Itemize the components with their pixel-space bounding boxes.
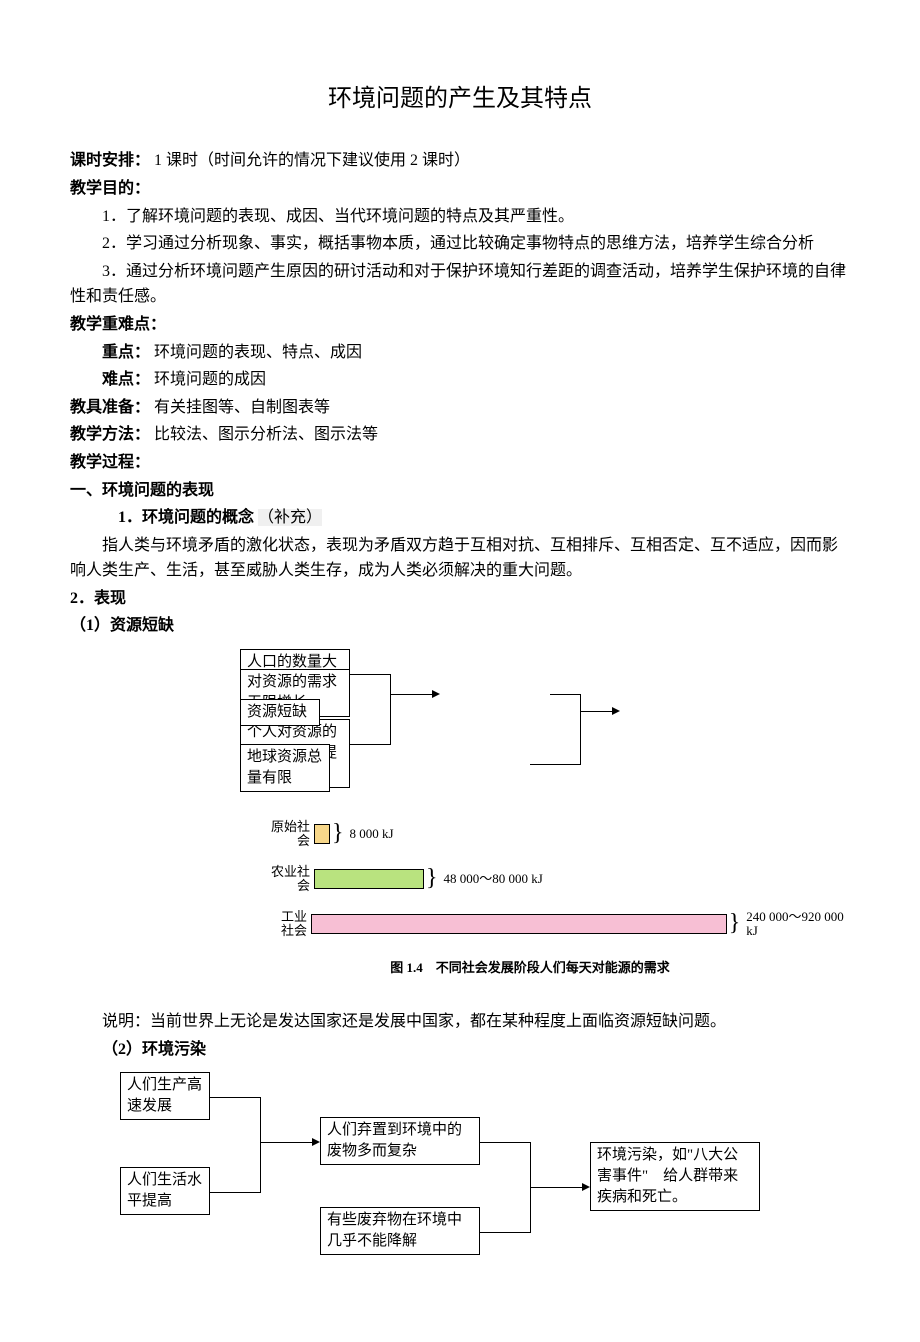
flow1-line <box>580 711 612 712</box>
bracket-icon: } <box>729 914 741 933</box>
flow1-line <box>390 674 391 745</box>
energy-row-0: 原始社会 } 8 000 kJ <box>270 819 394 849</box>
sec1-1-note: （补充） <box>258 509 322 526</box>
flow2-line <box>210 1192 260 1193</box>
flow2-box-e: 环境污染，如"八大公害事件" 给人群带来疾病和死亡。 <box>590 1142 760 1211</box>
flow2-line <box>260 1097 261 1193</box>
arrow-right-icon <box>312 1138 320 1146</box>
flow1-box-d: 地球资源总量有限 <box>240 744 330 792</box>
energy-label-1: 农业社会 <box>270 865 310 894</box>
flow2-line <box>210 1097 260 1098</box>
flow2-box-d: 有些废弃物在环境中几乎不能降解 <box>320 1207 480 1255</box>
flow2-box-a: 人们生产高速发展 <box>120 1072 210 1120</box>
methods-line: 教学方法： 比较法、图示分析法、图示法等 <box>70 422 850 448</box>
tools-text: 有关挂图等、自制图表等 <box>154 399 330 416</box>
sec1-1-text: 指人类与环境矛盾的激化状态，表现为矛盾双方趋于互相对抗、互相排斥、互相否定、互不… <box>70 533 850 584</box>
energy-chart-caption: 图 1.4 不同社会发展阶段人们每天对能源的需求 <box>270 958 790 979</box>
arrow-right-icon <box>612 707 620 715</box>
flow1-line <box>580 694 581 765</box>
arrow-right-icon <box>582 1183 590 1191</box>
hard-label: 难点： <box>102 371 150 388</box>
key-point-line: 重点： 环境问题的表现、特点、成因 <box>70 340 850 366</box>
sec2-1-note: 说明：当前世界上无论是发达国家还是发展中国家，都在某种程度上面临资源短缺问题。 <box>70 1009 850 1035</box>
flow2-box-c: 人们弃置到环境中的废物多而复杂 <box>320 1117 480 1165</box>
flow2-line <box>480 1232 530 1233</box>
flowchart-resource-shortage: 人口的数量大幅度增长 个人对资源的需求大幅度提高 对资源的需求无限增长 地球资源… <box>240 649 800 809</box>
flow1-line <box>350 674 390 675</box>
purpose-item-3: 3．通过分析环境问题产生原因的研讨活动和对于保护环境知行差距的调查活动，培养学生… <box>70 259 850 310</box>
flow1-line <box>350 744 390 745</box>
methods-label: 教学方法： <box>70 426 150 443</box>
energy-label-0: 原始社会 <box>270 820 310 849</box>
bracket-icon: } <box>332 824 344 843</box>
tools-line: 教具准备： 有关挂图等、自制图表等 <box>70 395 850 421</box>
flow1-line <box>530 764 580 765</box>
key-text: 环境问题的表现、特点、成因 <box>154 344 362 361</box>
flow2-line <box>260 1142 312 1143</box>
purpose-label: 教学目的： <box>70 176 850 202</box>
purpose-item-1: 1．了解环境问题的表现、成因、当代环境问题的特点及其严重性。 <box>70 204 850 230</box>
page-title: 环境问题的产生及其特点 <box>70 80 850 118</box>
process-label: 教学过程： <box>70 450 850 476</box>
energy-bar-2 <box>311 914 727 934</box>
key-label: 重点： <box>102 344 150 361</box>
energy-bar-1 <box>314 869 424 889</box>
schedule-text: 1 课时（时间允许的情况下建议使用 2 课时） <box>154 152 470 169</box>
energy-value-1: 48 000～80 000 kJ <box>444 872 543 886</box>
schedule-label: 课时安排： <box>70 152 150 169</box>
bracket-icon: } <box>426 869 438 888</box>
hard-text: 环境问题的成因 <box>154 371 266 388</box>
flow1-box-e: 资源短缺 <box>240 699 320 726</box>
energy-value-2: 240 000～920 000 kJ <box>746 910 850 939</box>
methods-text: 比较法、图示分析法、图示法等 <box>154 426 378 443</box>
flow1-line <box>550 694 580 695</box>
sec2-2-label: （2）环境污染 <box>70 1037 850 1063</box>
tools-label: 教具准备： <box>70 399 150 416</box>
energy-label-2: 工业社会 <box>270 910 307 939</box>
hard-point-line: 难点： 环境问题的成因 <box>70 367 850 393</box>
flow2-line <box>480 1142 530 1143</box>
sec1-label: 一、环境问题的表现 <box>70 478 850 504</box>
arrow-right-icon <box>432 690 440 698</box>
energy-bar-chart: 原始社会 } 8 000 kJ 农业社会 } 48 000～80 000 kJ … <box>270 819 850 989</box>
flowchart-pollution: 人们生产高速发展 人们生活水平提高 人们弃置到环境中的废物多而复杂 有些废弃物在… <box>120 1072 840 1272</box>
energy-value-0: 8 000 kJ <box>350 827 394 841</box>
flow1-line <box>390 694 432 695</box>
sec1-1-line: 1．环境问题的概念 （补充） <box>70 505 850 531</box>
schedule-line: 课时安排： 1 课时（时间允许的情况下建议使用 2 课时） <box>70 148 850 174</box>
flow2-line <box>530 1187 582 1188</box>
energy-row-2: 工业社会 } 240 000～920 000 kJ <box>270 909 850 939</box>
sec2-1-label: （1）资源短缺 <box>70 613 850 639</box>
sec2-label: 2．表现 <box>70 586 850 612</box>
energy-row-1: 农业社会 } 48 000～80 000 kJ <box>270 864 543 894</box>
purpose-item-2: 2．学习通过分析现象、事实，概括事物本质，通过比较确定事物特点的思维方法，培养学… <box>70 231 850 257</box>
difficulty-label: 教学重难点： <box>70 312 850 338</box>
flow2-box-b: 人们生活水平提高 <box>120 1167 210 1215</box>
sec1-1-label: 1．环境问题的概念 <box>118 509 254 526</box>
energy-bar-0 <box>314 824 330 844</box>
